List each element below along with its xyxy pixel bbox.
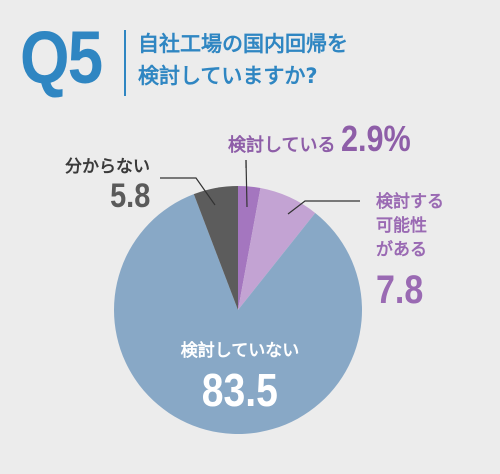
label-shinai-category: 検討していない	[180, 341, 300, 361]
label-kanou-line-2: 可能性	[376, 216, 427, 236]
label-kanou-line-3: がある	[376, 240, 427, 260]
pie-slice-shinai	[113, 194, 362, 434]
leader-line-kanou	[287, 200, 360, 215]
label-kanou-value: 7.8	[376, 268, 424, 312]
question-text: 自社工場の国内回帰を 検討していますか?	[138, 28, 348, 92]
label-wakaranai: 分からない 5.8	[65, 152, 150, 216]
question-line-2: 検討していますか?	[138, 64, 318, 88]
label-shinai: 検討していない 83.5	[155, 336, 325, 417]
label-wakaranai-category: 分からない	[65, 157, 150, 177]
label-shinai-value: 83.5	[201, 364, 279, 416]
pie-slice-wakaranai	[193, 186, 238, 310]
label-wakaranai-value: 5.8	[109, 177, 150, 215]
label-kento-value: 2.9%	[341, 118, 411, 159]
pie-slice-kento	[238, 186, 261, 310]
label-kento: 検討している 2.9%	[228, 118, 423, 160]
label-kanou-line-1: 検討する	[376, 192, 444, 212]
question-divider	[124, 30, 126, 96]
question-line-1: 自社工場の国内回帰を	[138, 32, 348, 56]
leader-line-wakaranai	[160, 177, 216, 206]
pie-slices	[113, 186, 362, 434]
label-kento-category: 検討している	[228, 135, 336, 156]
pie-slice-kanou	[238, 188, 316, 310]
label-kanou: 検討する 可能性 がある 7.8	[376, 190, 444, 313]
question-number: Q5	[20, 16, 103, 99]
